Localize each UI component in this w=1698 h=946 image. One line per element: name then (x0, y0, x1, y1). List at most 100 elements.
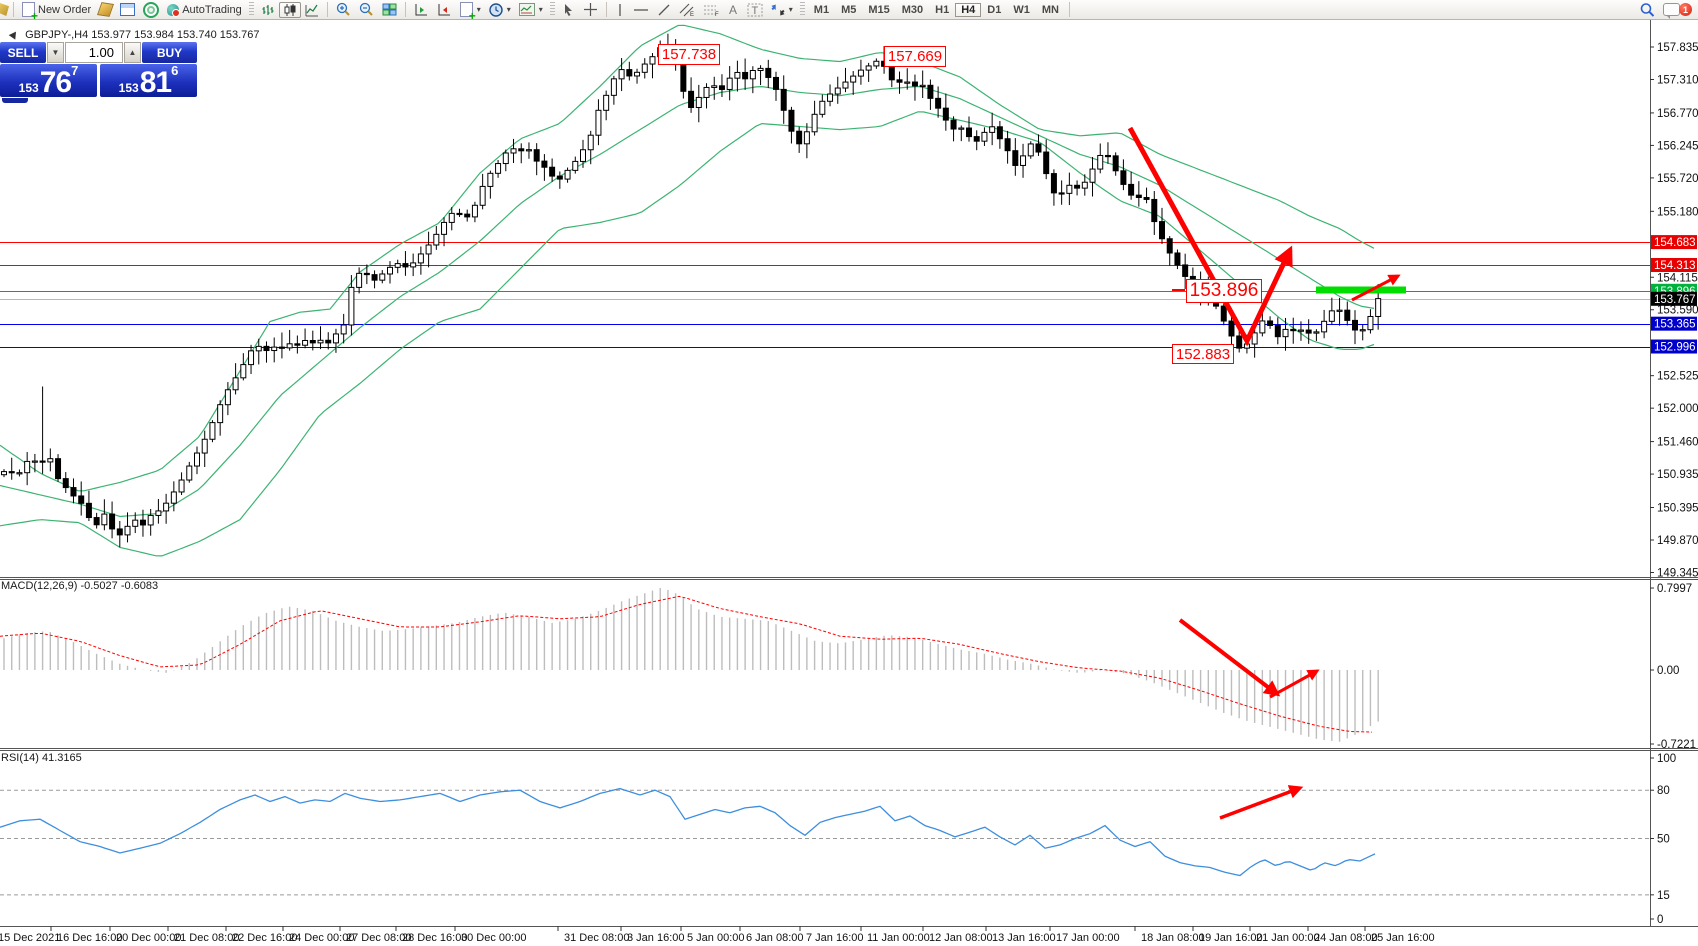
crosshair-icon (583, 3, 597, 16)
svg-text:156.245: 156.245 (1657, 140, 1698, 152)
dropdown-arrow-icon: ▾ (788, 5, 793, 14)
timeframe-button-d1[interactable]: D1 (987, 3, 1002, 16)
macd-bounce-arrow (1269, 669, 1320, 699)
new-order-icon (22, 2, 38, 21)
arrows-button[interactable]: ▾ (767, 2, 797, 17)
timeframe-button-m5[interactable]: M5 (841, 3, 857, 16)
horizontal-line-button[interactable] (629, 2, 653, 18)
fibonacci-button[interactable]: F (699, 2, 723, 18)
zoom-in-icon (336, 2, 350, 16)
trade-panel-collapse-tab[interactable] (2, 98, 28, 103)
timeframe-button-h4[interactable]: H4 (955, 2, 982, 17)
volume-input[interactable]: 1.00 (65, 42, 123, 63)
toolbar-grip[interactable] (799, 2, 805, 17)
zoom-in-button[interactable] (332, 1, 355, 18)
rsi-pane: 100 80 50 15 0 (0, 753, 1676, 926)
new-chart-button[interactable]: ▾ (456, 1, 485, 21)
signals-button[interactable] (139, 1, 163, 19)
svg-text:24 Dec 00:00: 24 Dec 00:00 (289, 932, 354, 944)
timeframe-button-h1[interactable]: H1 (935, 3, 950, 16)
clipped-icon[interactable] (0, 3, 9, 16)
sell-price-prefix: 153 (18, 81, 39, 95)
market-watch-button[interactable] (95, 2, 116, 17)
cursor-button[interactable] (558, 2, 579, 18)
svg-text:13 Jan 16:00: 13 Jan 16:00 (992, 932, 1056, 944)
equidistant-channel-button[interactable]: E (675, 2, 699, 18)
crosshair-button[interactable] (579, 1, 602, 18)
arrows-icon (771, 4, 785, 16)
auto-scroll-icon (415, 3, 427, 15)
timeframe-button-m1[interactable]: M1 (813, 3, 830, 16)
sell-price-display[interactable]: 153 76 7 (0, 64, 97, 97)
svg-text:19 Jan 16:00: 19 Jan 16:00 (1199, 932, 1263, 944)
svg-text:156.770: 156.770 (1657, 108, 1698, 120)
timeframe-button-mn[interactable]: MN (1041, 3, 1059, 16)
templates-button[interactable]: ▾ (515, 2, 547, 17)
timeframe-button-w1[interactable]: W1 (1013, 3, 1030, 16)
toolbar-grip[interactable] (248, 2, 254, 17)
candlestick-chart-icon (284, 3, 296, 16)
trendline-button[interactable] (653, 2, 675, 18)
candlestick-chart-button[interactable] (278, 1, 301, 18)
svg-text:0: 0 (1657, 914, 1663, 926)
line-chart-icon (305, 4, 318, 16)
separator (605, 2, 607, 17)
price-callout-157738[interactable]: 157.738 (658, 44, 720, 65)
svg-text:T: T (751, 5, 758, 17)
tile-windows-button[interactable] (378, 2, 401, 17)
toolbar-grip[interactable] (549, 2, 555, 17)
buy-button[interactable]: BUY (142, 42, 197, 63)
macd-indicator-label: MACD(12,26,9) -0.5027 -0.6083 (1, 580, 159, 592)
vertical-line-button[interactable] (611, 2, 629, 18)
svg-text:152.000: 152.000 (1657, 403, 1698, 415)
separator (13, 2, 14, 17)
main-bounce-arrow (1351, 274, 1401, 302)
chart-shift-button[interactable] (433, 2, 456, 18)
auto-scroll-button[interactable] (410, 2, 433, 18)
sell-button[interactable]: SELL (0, 42, 46, 63)
svg-text:5 Jan 00:00: 5 Jan 00:00 (687, 932, 745, 944)
svg-text:0.7997: 0.7997 (1657, 583, 1692, 595)
line-chart-button[interactable] (301, 2, 323, 18)
sell-price-big: 76 (39, 66, 72, 98)
svg-text:152.996: 152.996 (1654, 342, 1696, 354)
price-callout-157669[interactable]: 157.669 (884, 46, 946, 67)
notifications-button[interactable]: 1 (1659, 2, 1692, 19)
level-lines[interactable] (0, 242, 1650, 348)
highlight-zone[interactable] (1316, 286, 1406, 294)
new-order-button[interactable]: New Order (18, 1, 95, 21)
timeframe-button-m15[interactable]: M15 (868, 3, 890, 16)
bollinger-bands (0, 24, 1375, 557)
svg-text:154.115: 154.115 (1657, 272, 1698, 284)
svg-text:157.310: 157.310 (1657, 74, 1698, 86)
svg-text:152.525: 152.525 (1657, 371, 1698, 383)
svg-text:25 Jan 16:00: 25 Jan 16:00 (1371, 932, 1435, 944)
buy-price-display[interactable]: 153 81 6 (100, 64, 197, 97)
svg-text:-0.7221: -0.7221 (1657, 739, 1696, 751)
text-label-button[interactable]: T (743, 2, 767, 18)
market-watch-icon (97, 2, 115, 17)
svg-text:154.683: 154.683 (1654, 237, 1696, 249)
text-button[interactable]: A (723, 2, 743, 18)
svg-text:F: F (715, 12, 719, 17)
annotation-arrows[interactable] (1127, 126, 1401, 820)
timeframe-button-m30[interactable]: M30 (901, 3, 924, 16)
price-callout-152883[interactable]: 152.883 (1172, 344, 1234, 364)
search-button[interactable] (1635, 1, 1659, 19)
periods-button[interactable]: ▾ (485, 2, 515, 18)
signals-icon (143, 1, 160, 18)
symbol-trend-icon (8, 29, 20, 40)
zoom-out-button[interactable] (355, 1, 378, 18)
buy-price-pip: 6 (171, 64, 179, 78)
volume-increase-button[interactable]: ▲ (124, 42, 141, 63)
bar-chart-button[interactable] (257, 2, 279, 18)
horizontal-line-icon (633, 8, 648, 11)
template-icon (518, 3, 535, 16)
autotrading-button[interactable]: AutoTrading (163, 3, 246, 17)
data-window-button[interactable] (116, 2, 139, 17)
svg-text:30 Dec 00:00: 30 Dec 00:00 (461, 932, 526, 944)
price-callout-153896[interactable]: 153.896 (1186, 279, 1262, 303)
volume-decrease-button[interactable]: ▼ (47, 42, 64, 63)
buy-price-prefix: 153 (118, 81, 139, 95)
